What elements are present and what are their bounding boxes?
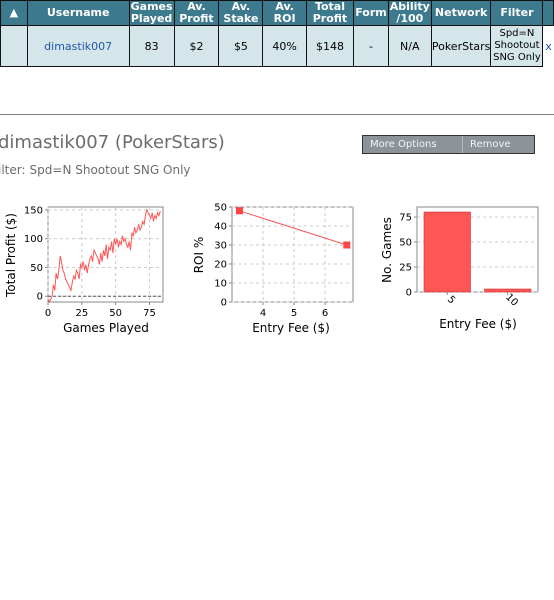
header-games-played[interactable]: Games Played <box>128 0 175 26</box>
header-av-roi[interactable]: Av. ROI <box>262 0 307 26</box>
chart-1-ytick-label: 20 <box>214 260 227 271</box>
section-divider <box>0 114 554 115</box>
total-profit-cell: $148 <box>305 25 355 67</box>
chart-1-xtick-label: 5 <box>291 308 297 319</box>
chart-0-ytick-label: 50 <box>30 263 43 274</box>
ability-cell: N/A <box>387 25 432 67</box>
chart-2-xlabel: Entry Fee ($) <box>439 317 517 331</box>
more-options-button[interactable]: More Options <box>363 136 463 153</box>
chart-2-bar <box>423 211 471 293</box>
filter-label: ilter: <box>0 163 26 177</box>
chart-0-xtick-label: 25 <box>75 308 88 319</box>
chart-1-xtick-label: 4 <box>260 308 266 319</box>
chart-1-point <box>235 207 243 215</box>
header-form[interactable]: Form <box>353 0 389 26</box>
chart-2-ytick-label: 0 <box>406 288 412 299</box>
header-ability[interactable]: Ability /100 <box>387 0 432 26</box>
chart-1-xtick-label: 6 <box>322 308 328 319</box>
chart-2-ytick-label: 50 <box>399 238 412 249</box>
header-username[interactable]: Username <box>26 0 130 26</box>
header-delete <box>542 0 554 26</box>
chart-0-xtick-label: 75 <box>143 308 156 319</box>
header-network[interactable]: Network <box>430 0 492 26</box>
chart-1-series-line <box>239 210 347 246</box>
chart-0-ylabel: Total Profit ($) <box>4 213 18 298</box>
chart-1-point <box>343 241 351 249</box>
chart-0-xtick-label: 0 <box>45 308 51 319</box>
delete-row-button[interactable]: x <box>545 39 552 53</box>
chart-2-ylabel: No. Games <box>380 217 394 283</box>
remove-button[interactable]: Remove <box>463 136 534 153</box>
options-bar: More Options Remove <box>362 135 535 154</box>
header-total-profit[interactable]: Total Profit <box>305 0 355 26</box>
chart-1-plot-area <box>231 206 354 303</box>
chart-2-xtick-label: 10 <box>503 292 520 309</box>
chart-1-ytick-label: 30 <box>214 241 227 252</box>
header-filter[interactable]: Filter <box>490 0 544 26</box>
chart-2-bar <box>484 288 532 293</box>
chart-1-xlabel: Entry Fee ($) <box>252 321 330 335</box>
filter-value: Spd=N Shootout SNG Only <box>29 163 191 177</box>
player-title: dimastik007 (PokerStars) <box>0 132 225 153</box>
filter-line: ilter: Spd=N Shootout SNG Only <box>0 163 191 177</box>
header-av-profit[interactable]: Av. Profit <box>173 0 220 26</box>
av-roi-cell: 40% <box>262 25 307 67</box>
delete-cell: x <box>542 25 554 67</box>
chart-1-ytick-label: 10 <box>214 279 227 290</box>
form-cell: - <box>353 25 389 67</box>
chart-0-ytick-label: 100 <box>24 234 43 245</box>
av-stake-cell: $5 <box>218 25 264 67</box>
chart-0-ytick-label: 0 <box>37 292 43 303</box>
chart-2-xtick-label: 5 <box>445 294 457 306</box>
chart-2-ytick-label: 25 <box>399 263 412 274</box>
row-spacer-cell <box>0 25 28 67</box>
chart-1-ylabel: ROI % <box>192 237 206 274</box>
chart-0-series-line <box>47 208 161 304</box>
games-played-cell: 83 <box>128 25 175 67</box>
sort-up-icon[interactable]: ▲ <box>9 6 19 19</box>
chart-2-ytick-label: 75 <box>399 213 412 224</box>
chart-0-xlabel: Games Played <box>63 321 149 335</box>
username-link[interactable]: dimastik007 <box>26 25 130 67</box>
chart-0-xtick-label: 50 <box>109 308 122 319</box>
chart-1-ytick-label: 40 <box>214 222 227 233</box>
table-row[interactable]: dimastik007 83 $2 $5 40% $148 - N/A Poke… <box>0 25 554 67</box>
sort-header[interactable]: ▲ <box>0 0 28 26</box>
chart-0-ytick-label: 150 <box>24 205 43 216</box>
chart-1-ytick-label: 0 <box>221 298 227 309</box>
results-table: ▲ Username Games Played Av. Profit Av. S… <box>0 0 554 67</box>
header-av-stake[interactable]: Av. Stake <box>218 0 264 26</box>
chart-0-plot-area <box>47 206 164 303</box>
filter-cell: Spd=N Shootout SNG Only <box>490 25 544 67</box>
chart-1-ytick-label: 50 <box>214 203 227 214</box>
network-cell: PokerStars <box>430 25 492 67</box>
